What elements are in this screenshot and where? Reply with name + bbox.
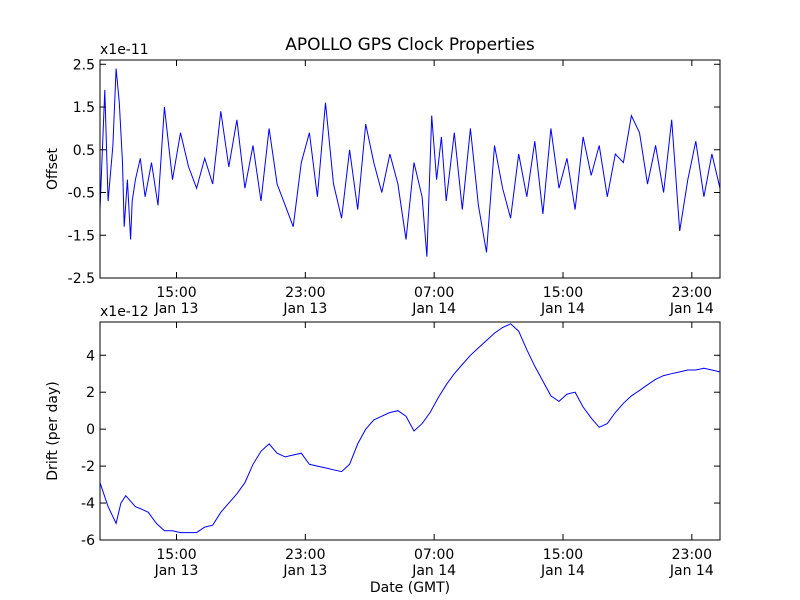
- x-tick-label: 23:00 Jan 13: [282, 547, 327, 579]
- series-line-1-0: [100, 323, 720, 534]
- y-tick-label: -4: [81, 496, 95, 512]
- x-tick-label: 07:00 Jan 14: [411, 285, 456, 317]
- series-line-0-0: [100, 68, 720, 257]
- y-tick-label: 4: [86, 348, 95, 364]
- axes-frame: [99, 59, 721, 279]
- y-tick-label: 1.5: [73, 100, 95, 116]
- y-tick-label: 0: [86, 422, 95, 438]
- scale-label: x1e-11: [100, 42, 149, 58]
- scale-label: x1e-12: [100, 304, 149, 320]
- offset-panel: -2.5 -1.5 -0.5 0.5 1.5 2.5 15:00 Jan 13 23:00 Jan…: [45, 42, 721, 317]
- x-axis-label: Date (GMT): [370, 580, 450, 596]
- x-tick-label: 23:00 Jan 13: [282, 285, 327, 317]
- x-tick-label: 23:00 Jan 14: [669, 285, 714, 317]
- y-axis-label: Drift (per day): [45, 381, 61, 480]
- y-tick-label: -6: [81, 533, 95, 549]
- y-tick-label: -2: [81, 459, 95, 475]
- y-tick-label: 2.5: [73, 57, 95, 73]
- y-axis-label: Offset: [45, 147, 61, 190]
- y-tick-label: 0.5: [73, 143, 95, 159]
- x-tick-label: 23:00 Jan 14: [669, 547, 714, 579]
- axes-frame: [99, 321, 721, 541]
- y-tick-label: 2: [86, 385, 95, 401]
- x-tick-label: 15:00 Jan 14: [540, 285, 585, 317]
- y-tick-label: -0.5: [68, 186, 95, 202]
- x-tick-label: 15:00 Jan 13: [154, 285, 199, 317]
- x-tick-label: 15:00 Jan 14: [540, 547, 585, 579]
- y-tick-label: -1.5: [68, 228, 95, 244]
- x-tick-label: 15:00 Jan 13: [154, 547, 199, 579]
- chart-title: APOLLO GPS Clock Properties: [285, 35, 535, 55]
- y-tick-label: -2.5: [68, 271, 95, 287]
- x-tick-label: 07:00 Jan 14: [411, 547, 456, 579]
- drift-panel: -6 -4 -2 0 2 4 15:00 Jan 13 23:00 Jan 13 07:00 Jan …: [45, 304, 721, 596]
